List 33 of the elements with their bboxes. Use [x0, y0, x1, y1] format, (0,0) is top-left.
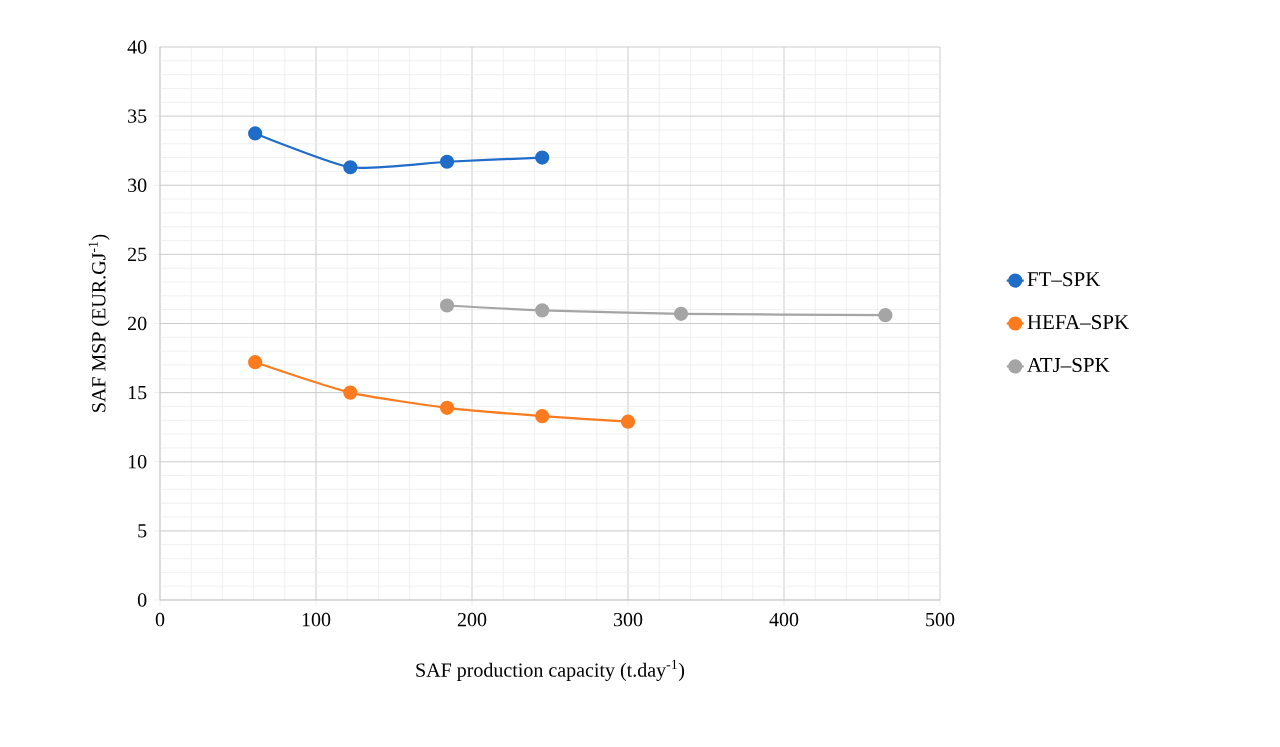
y-tick-label: 35	[128, 109, 147, 123]
y-tick-label: 0	[137, 593, 147, 607]
legend-label: ATJ–SPK	[1027, 357, 1110, 373]
point	[535, 150, 550, 165]
point	[673, 306, 689, 321]
point	[439, 298, 455, 313]
x-tick-label: 400	[769, 612, 799, 627]
y-tick-label: 5	[138, 524, 147, 538]
x-tick-label: 0	[155, 612, 165, 627]
point	[439, 154, 455, 169]
y-tick-label: 25	[128, 247, 147, 262]
y-tick-label: 40	[127, 40, 147, 54]
y-tick-label: 30	[128, 178, 147, 192]
point	[535, 303, 550, 318]
point	[535, 409, 550, 424]
x-axis-title: SAF production capacity (t.day$^{-1}$)	[416, 659, 685, 681]
y-tick-label: 10	[128, 454, 147, 469]
point	[248, 355, 263, 370]
point	[439, 400, 455, 415]
point	[343, 160, 358, 175]
point	[248, 126, 263, 141]
y-axis-title: SAF MSP (EUR.GJ$^{-1}$)	[88, 234, 110, 412]
point	[620, 414, 636, 429]
point	[878, 308, 893, 323]
legend-label: HEFA–SPK	[1027, 315, 1129, 330]
x-tick-label: 100	[302, 612, 331, 627]
legend-label: FT–SPK	[1027, 272, 1101, 287]
x-tick-label: 200	[457, 612, 487, 627]
y-tick-label: 15	[128, 385, 147, 400]
point	[343, 385, 358, 400]
y-tick-label: 20	[128, 316, 147, 331]
x-tick-label: 300	[613, 612, 643, 627]
x-tick-label: 500	[926, 612, 955, 627]
